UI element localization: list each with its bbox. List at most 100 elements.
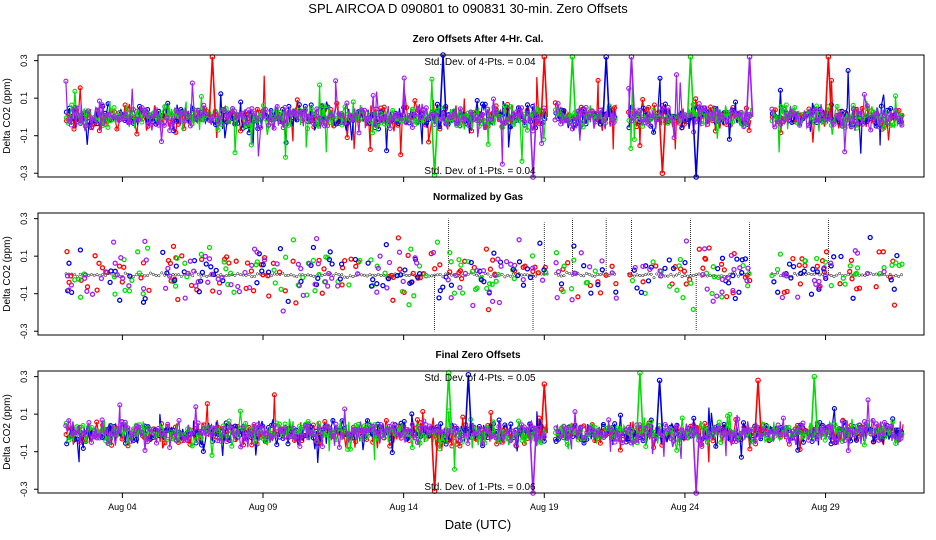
series-4-point [280,125,286,131]
data-point-s3 [662,265,668,272]
data-point-s3 [670,265,677,272]
series-4-point [63,78,69,84]
data-point-s2 [271,267,277,273]
series-4-point [361,427,367,433]
data-point-s1 [565,260,571,266]
series-2-point [328,120,334,126]
series-4-point [418,114,424,120]
data-point-s3 [191,257,198,264]
flag-point [562,274,566,278]
series-4-point [342,406,348,412]
data-point-s4 [142,238,148,245]
series-4-point [187,123,193,129]
data-point-s3 [715,265,721,272]
data-point-s1 [797,281,804,287]
series-4-point [262,106,268,112]
series-1-point [707,104,714,110]
series-3-point [238,99,244,105]
series-3-point [330,418,336,424]
data-point-s3 [725,280,732,286]
data-point-s3 [468,259,474,266]
flag-point [666,274,670,278]
data-point-s4 [195,279,201,285]
series-4-point [356,130,362,136]
series-4-point [167,444,173,451]
series-1-point [322,419,328,425]
series-4-point [330,430,336,436]
series-2-point [439,438,446,444]
series-4-point [88,439,95,445]
series-1-point [859,105,865,111]
outlier-spike [208,56,217,117]
data-point-s4 [744,278,750,284]
data-point-s1 [603,272,609,278]
data-point-s4 [298,265,304,272]
series-2-point [209,452,215,458]
data-point-s3 [164,270,170,276]
series-2-point [364,433,370,439]
series-4-point [468,109,474,115]
flag-point [590,274,594,278]
series-4-point [780,116,787,122]
series-4-point [837,431,843,437]
data-point-s1 [146,287,152,294]
series-3-point [617,412,624,418]
series-4-point [553,425,559,431]
data-point-s2 [310,257,317,264]
flag-point [450,273,453,277]
series-2-point [140,426,146,432]
outlier-point [541,381,548,387]
series-4-point [195,107,201,113]
series-4-point [580,110,586,116]
series-4-point [274,433,280,439]
data-point-s3 [436,295,442,301]
data-point-s3 [537,240,543,246]
data-point-s1 [170,243,177,250]
series-1-point [693,96,699,102]
flag-point [559,274,563,278]
data-point-s4 [249,262,255,268]
data-point-s2 [814,255,820,262]
data-point-s1 [696,246,702,252]
series-4-point [159,430,165,436]
flag-point [506,273,510,277]
outlier-spike [568,56,577,117]
data-point-s2 [172,283,179,289]
data-point-s4 [512,262,518,269]
series-4-point [898,435,904,441]
data-point-s2 [592,268,598,274]
flag-point [523,273,527,277]
series-4-point [192,116,199,123]
series-2-point [350,99,356,105]
flag-point [829,274,833,277]
data-point-s3 [801,268,807,274]
series-4-point [300,433,306,439]
series-4-point [139,105,145,111]
series-4-point [407,430,413,436]
data-point-s3 [775,289,781,295]
series-4-point [510,428,516,434]
data-point-s2 [711,274,717,280]
series-2-point [189,443,195,449]
flag-point [691,274,695,277]
std-dev-4pt: Std. Dev. of 4-Pts. = 0.05 [424,373,536,384]
data-point-s1 [339,282,345,288]
data-point-s4 [187,258,193,264]
series-4-point [691,425,697,431]
data-point-s4 [251,246,258,252]
series-4-point [390,421,396,427]
series-4-point [842,437,848,443]
series-1-point [114,126,120,132]
series-1-point [617,447,623,453]
series-4-point [735,110,741,116]
series-4-point [392,425,398,431]
outlier-spike [430,432,439,492]
series-2-point [83,438,89,444]
data-point-s4 [495,256,501,262]
panel-title: Final Zero Offsets [435,350,520,361]
data-point-s1 [319,290,325,296]
data-point-s3 [788,275,794,281]
y-tick-label: 0.3 [19,54,29,67]
series-2-point [451,466,458,472]
series-4-point [324,116,330,122]
